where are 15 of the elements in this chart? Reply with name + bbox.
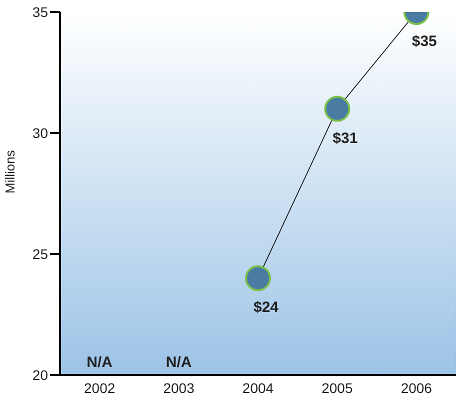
y-tick-label: 25: [32, 246, 48, 262]
data-label: $35: [412, 33, 437, 50]
data-label: $31: [332, 130, 358, 147]
text: N/A: [166, 354, 192, 371]
y-tick-label: 35: [32, 4, 48, 20]
data-label: $24: [253, 299, 280, 316]
y-tick-label: 20: [32, 366, 48, 383]
x-tick-label: 2003: [163, 380, 195, 396]
x-tick-label: 2002: [84, 380, 116, 396]
x-tick-label: 2004: [242, 380, 274, 396]
x-tick-label: 2005: [322, 380, 353, 396]
y-tick-label: 30: [32, 124, 48, 141]
text: N/A: [86, 354, 113, 371]
y-axis-title: Millions: [2, 150, 18, 194]
x-tick-label: 2006: [400, 380, 432, 396]
